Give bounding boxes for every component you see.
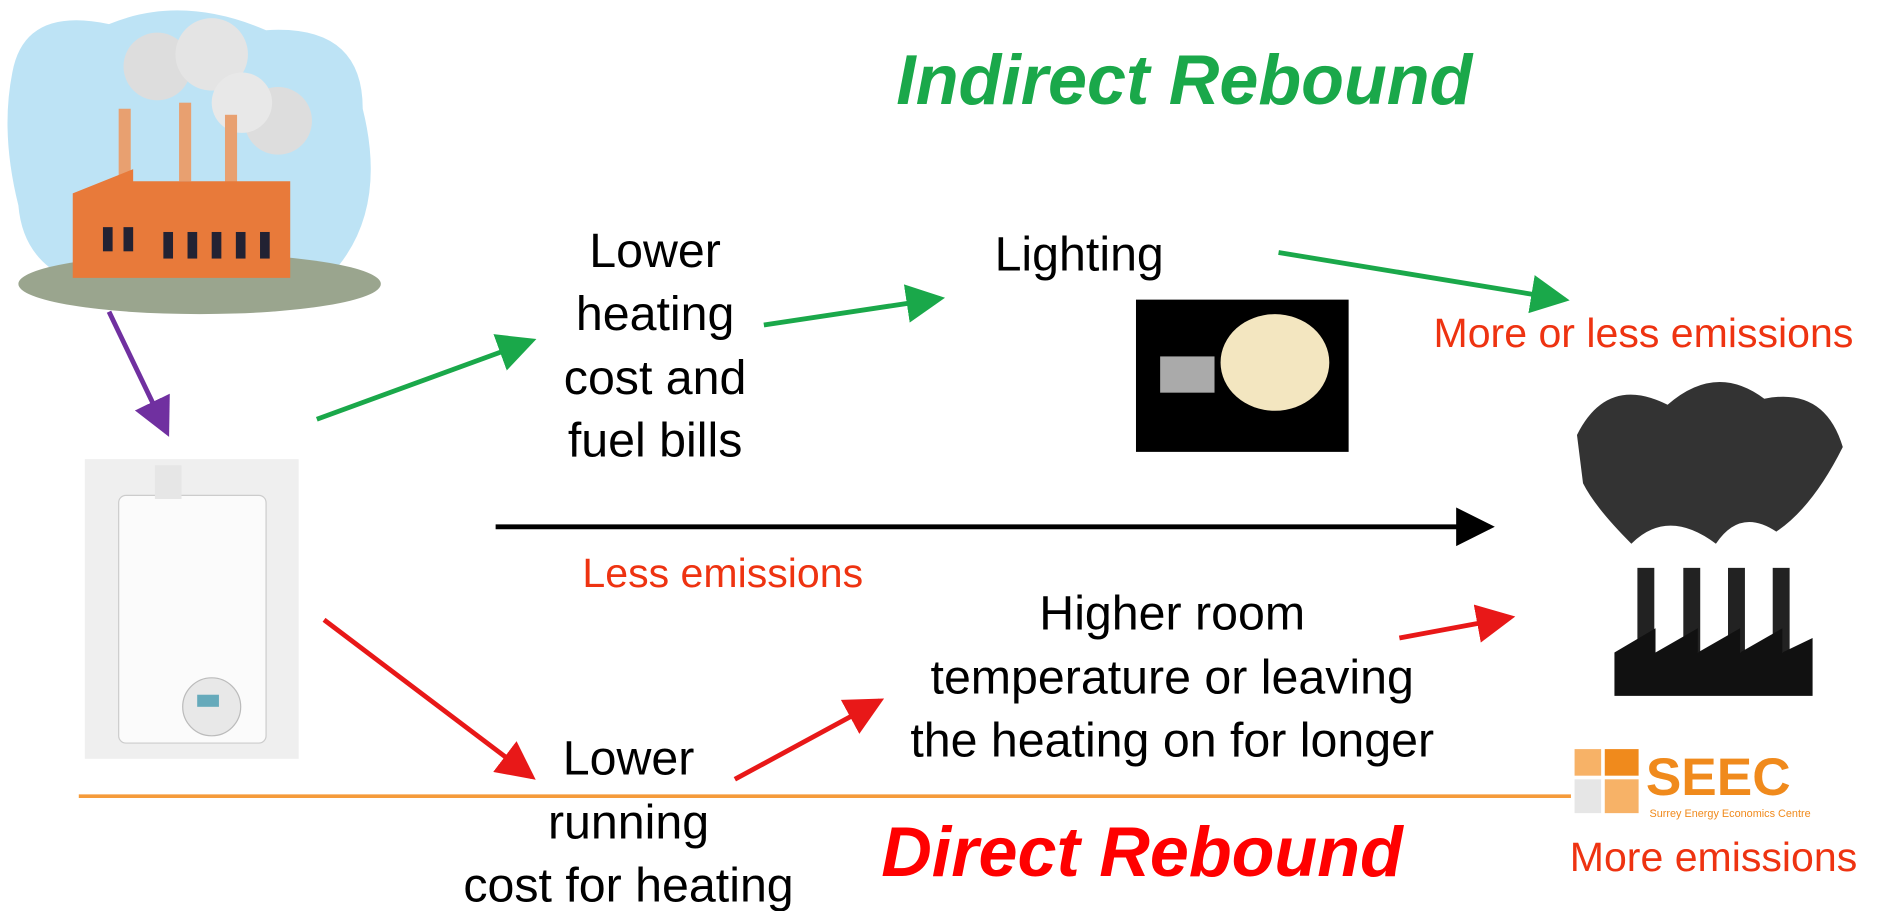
diagram: SEEC Surrey Energy Economics Centre Indi… <box>0 0 1895 911</box>
indirect-use: Lighting <box>995 228 1164 282</box>
emissions-image <box>1577 382 1843 696</box>
indirect-cost: Lower <box>589 224 721 278</box>
indirect-cost: heating <box>576 287 735 341</box>
logo-name: SEEC <box>1646 748 1791 807</box>
factory-image <box>8 10 381 314</box>
direct-use: temperature or leaving <box>931 651 1414 705</box>
boiler-image <box>85 459 299 759</box>
direct-title: Direct Rebound <box>881 813 1404 891</box>
seec-logo: SEEC Surrey Energy Economics Centre <box>1575 748 1811 820</box>
direct-result: More emissions <box>1570 834 1858 880</box>
efficiency-result: Less emissions <box>582 550 863 596</box>
indirect-result: More or less emissions <box>1433 310 1853 356</box>
bulb-image <box>1136 300 1349 452</box>
logo-full-name: Surrey Energy Economics Centre <box>1649 808 1810 820</box>
direct-use: the heating on for longer <box>910 713 1434 767</box>
direct-cost: cost for heating <box>463 858 793 911</box>
direct-cost: running <box>548 796 709 850</box>
direct-use: Higher room <box>1039 586 1305 640</box>
indirect-cost: fuel bills <box>568 414 743 468</box>
direct-cost: Lower <box>563 731 695 785</box>
indirect-title: Indirect Rebound <box>896 41 1473 119</box>
indirect-cost: cost and <box>564 351 747 405</box>
